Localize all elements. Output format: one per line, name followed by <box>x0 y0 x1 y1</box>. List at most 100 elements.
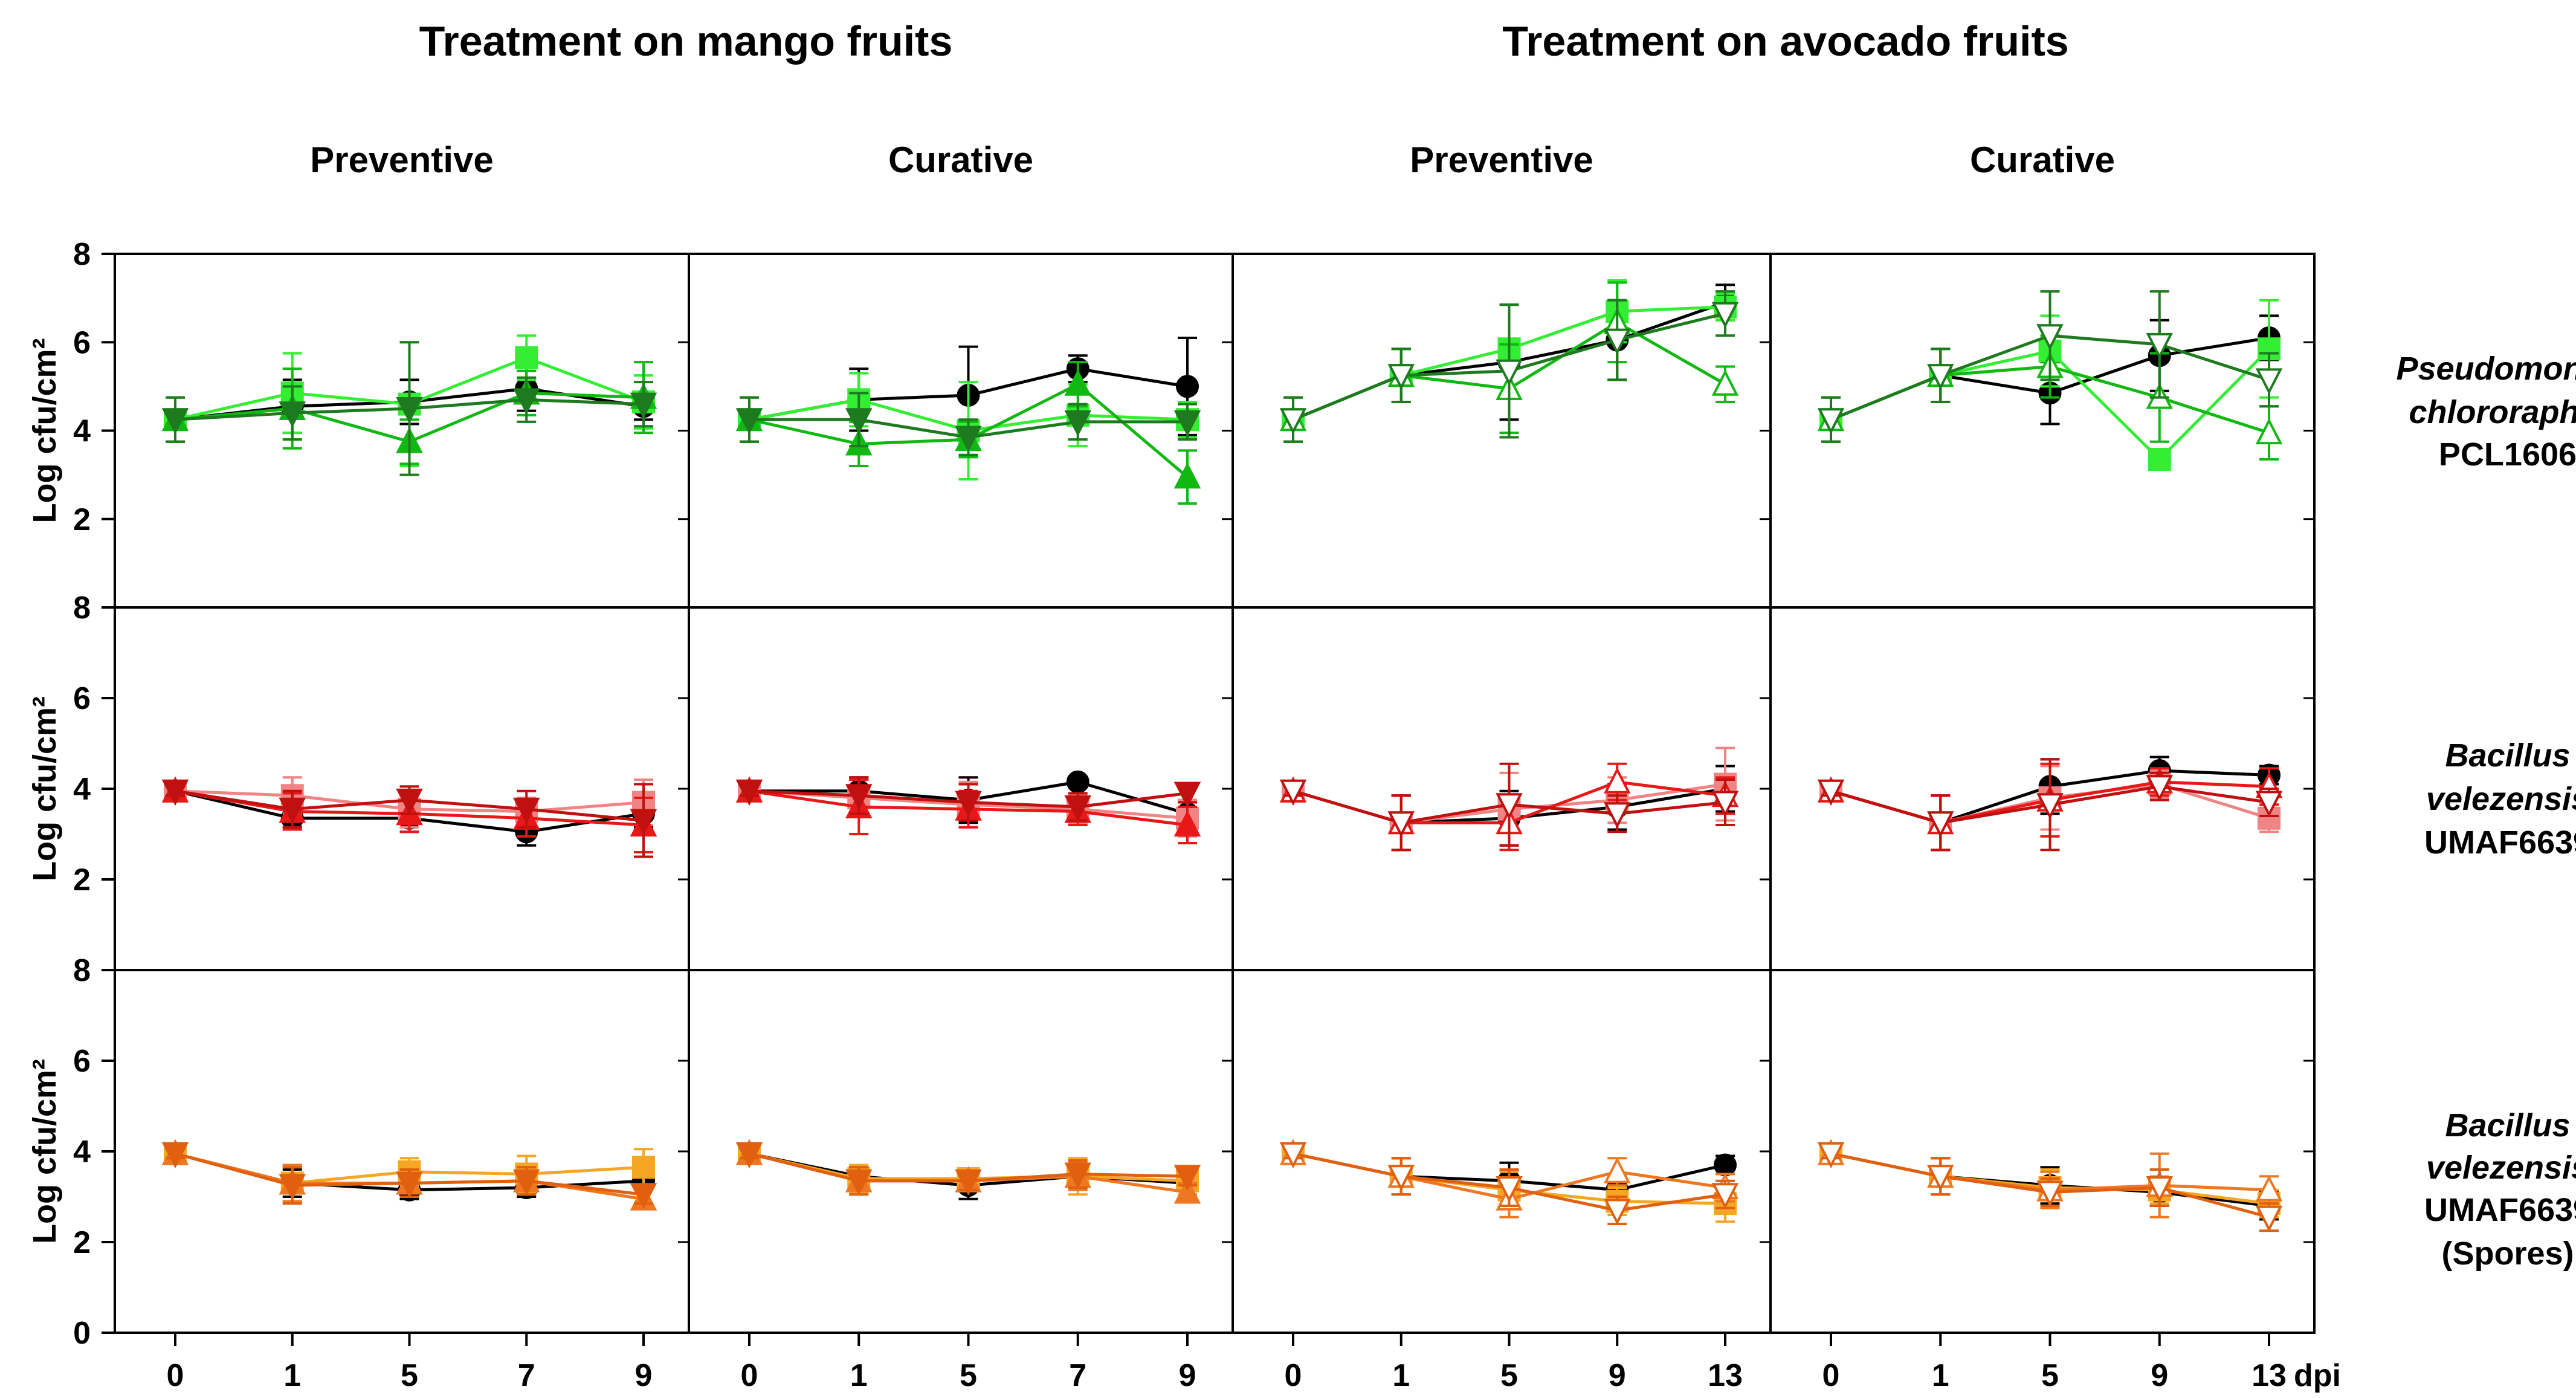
x-tick-label: 0 <box>1822 1358 1840 1393</box>
row-label: PCL1606 <box>2439 436 2576 473</box>
panel <box>735 770 1201 844</box>
y-tick-label: 2 <box>73 502 91 537</box>
x-tick-label: 13 <box>1708 1358 1743 1393</box>
y-tick-label: 2 <box>73 862 91 898</box>
panel <box>1817 756 2283 852</box>
data-point <box>161 779 189 806</box>
data-point <box>1064 1162 1092 1189</box>
x-tick-label: 5 <box>1500 1358 1518 1393</box>
x-tick-label: 5 <box>2041 1358 2059 1393</box>
data-point <box>512 1169 540 1196</box>
data-point <box>1064 410 1092 437</box>
data-point <box>512 797 540 824</box>
data-point <box>1817 779 1845 806</box>
header-mango: Treatment on mango fruits <box>419 18 953 65</box>
data-point <box>1603 328 1631 355</box>
row-label: Bacillus <box>2445 737 2570 774</box>
y-tick-label: 6 <box>73 1044 91 1079</box>
data-point <box>515 346 538 369</box>
data-point <box>1387 364 1415 390</box>
data-point <box>1817 1142 1845 1169</box>
y-axis-label: Log cfu/cm² <box>27 1059 63 1244</box>
x-tick-label: 1 <box>283 1358 301 1393</box>
data-point <box>630 1183 657 1209</box>
y-tick-label: 8 <box>73 953 91 988</box>
data-point <box>2036 1180 2064 1207</box>
data-point <box>1173 782 1201 808</box>
y-axis-label: Log cfu/cm² <box>27 696 63 881</box>
y-tick-label: 4 <box>73 772 91 807</box>
panels <box>161 279 2283 1232</box>
row-label: velezensis <box>2426 1150 2576 1186</box>
data-point <box>2255 791 2283 817</box>
data-point <box>1173 810 1201 837</box>
x-tick-label: 7 <box>518 1358 535 1393</box>
column-title: Preventive <box>310 140 494 180</box>
data-point <box>2255 1205 2283 1232</box>
x-tick-label: 1 <box>1932 1358 1949 1393</box>
data-point <box>1714 1153 1737 1177</box>
data-point <box>1603 1157 1631 1183</box>
y-tick-label: 2 <box>73 1225 91 1260</box>
x-tick-label: 13 <box>2252 1358 2287 1393</box>
x-tick-label: 0 <box>741 1358 758 1393</box>
data-point <box>1279 779 1307 806</box>
data-point <box>1926 811 1954 838</box>
data-point <box>1387 1165 1415 1191</box>
data-point <box>1603 802 1631 829</box>
data-point <box>1173 1165 1201 1191</box>
x-tick-label: 1 <box>850 1358 868 1393</box>
data-point <box>632 1156 655 1179</box>
x-tick-label: 9 <box>1609 1358 1626 1393</box>
data-point <box>2148 448 2171 471</box>
y-tick-label: 4 <box>73 414 91 449</box>
data-point <box>1173 1177 1201 1204</box>
column-title: Preventive <box>1410 140 1593 180</box>
data-point <box>1496 1176 1523 1203</box>
data-point <box>735 779 763 806</box>
data-point <box>2146 775 2174 801</box>
y-tick-label: 6 <box>73 681 91 716</box>
data-point <box>2255 418 2283 445</box>
x-tick-label: 0 <box>1285 1358 1302 1393</box>
data-point <box>2146 1176 2174 1203</box>
data-point <box>161 1142 189 1169</box>
data-point <box>955 426 982 452</box>
panel <box>161 334 657 476</box>
data-point <box>2255 368 2283 395</box>
data-point <box>1926 1165 1954 1191</box>
x-tick-label: 5 <box>960 1358 977 1393</box>
data-point <box>396 396 423 424</box>
data-point <box>630 809 657 835</box>
data-point <box>1064 795 1092 822</box>
x-tick-label: 9 <box>635 1358 653 1393</box>
panel <box>1279 279 1739 443</box>
data-point <box>512 388 540 415</box>
series <box>161 341 657 476</box>
row-label: velezensis <box>2426 781 2576 817</box>
series <box>161 1142 657 1209</box>
data-point <box>1066 770 1089 794</box>
series <box>1817 758 2283 852</box>
data-point <box>955 1169 982 1196</box>
row-label: UMAF6639 <box>2424 1192 2576 1228</box>
data-point <box>955 791 982 817</box>
data-point <box>396 788 423 815</box>
x-unit-label: dpi <box>2294 1358 2341 1393</box>
x-tick-label: 9 <box>2151 1358 2168 1393</box>
plot-frame <box>114 253 2316 1334</box>
series <box>1279 290 1739 443</box>
x-tick-label: 9 <box>1179 1358 1196 1393</box>
data-point <box>1926 364 1954 390</box>
x-tick-label: 5 <box>401 1358 418 1393</box>
y-tick-label: 8 <box>73 591 91 626</box>
y-tick-label: 8 <box>73 237 91 272</box>
y-tick-label: 4 <box>73 1134 91 1170</box>
series <box>1279 762 1739 852</box>
data-point <box>845 408 873 435</box>
panel-grid <box>114 253 2316 1334</box>
series <box>1817 290 2283 443</box>
data-point <box>1176 375 1199 398</box>
row-label: Pseudomonas <box>2396 351 2576 387</box>
